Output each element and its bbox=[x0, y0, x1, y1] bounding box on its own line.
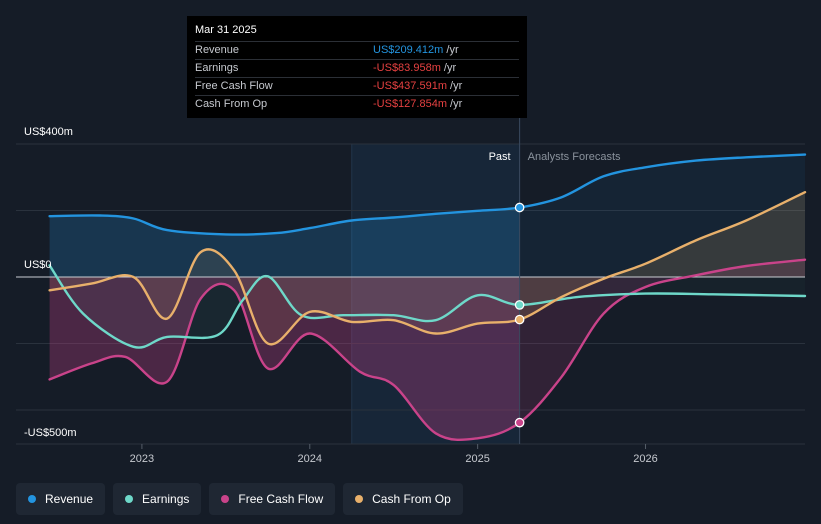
tooltip-value: US$209.412m bbox=[373, 44, 444, 56]
legend-item-free-cash-flow[interactable]: Free Cash Flow bbox=[209, 483, 336, 515]
x-tick-label: 2026 bbox=[633, 453, 657, 465]
legend-item-revenue[interactable]: Revenue bbox=[16, 483, 106, 515]
legend-label: Cash From Op bbox=[372, 492, 451, 506]
cash-from-op-area-forecast bbox=[519, 192, 805, 320]
cash-from-op-highlight-point bbox=[514, 314, 525, 325]
legend-label: Earnings bbox=[142, 492, 190, 506]
tooltip-label: Cash From Op bbox=[195, 98, 268, 110]
legend-dot-icon bbox=[28, 495, 36, 503]
legend-dot-icon bbox=[221, 495, 230, 503]
free-cash-flow-line bbox=[48, 258, 807, 441]
y-axis-label: US$400m bbox=[24, 126, 73, 138]
revenue-area-forecast bbox=[519, 154, 805, 277]
tooltip-value: -US$437.591m bbox=[373, 80, 447, 92]
earnings-highlight-point bbox=[514, 300, 525, 310]
legend-label: Free Cash Flow bbox=[238, 492, 324, 506]
tooltip-label: Earnings bbox=[195, 62, 239, 74]
tooltip-label: Revenue bbox=[195, 44, 240, 56]
x-tick-label: 2024 bbox=[298, 453, 322, 465]
y-axis-label: US$0 bbox=[24, 259, 52, 271]
x-tick-label: 2025 bbox=[465, 453, 489, 465]
tooltip-value: -US$127.854m bbox=[373, 98, 447, 110]
past-label: Past bbox=[489, 151, 511, 163]
tooltip-label: Free Cash Flow bbox=[195, 80, 273, 92]
legend-dot-icon bbox=[355, 495, 364, 503]
tooltip-date: Mar 31 2025 bbox=[195, 24, 257, 36]
revenue-highlight-point bbox=[514, 202, 525, 213]
tooltip-row-earnings: Earnings -US$83.958m /yr bbox=[195, 59, 519, 77]
legend-dot-icon bbox=[125, 495, 134, 503]
legend: Revenue Earnings Free Cash Flow Cash Fro… bbox=[16, 483, 463, 515]
past-region bbox=[351, 144, 520, 444]
cash-from-op-line bbox=[48, 191, 807, 346]
y-axis-label: -US$500m bbox=[24, 427, 77, 439]
tooltip-unit: /yr bbox=[443, 44, 459, 56]
tooltip-unit: /yr bbox=[447, 98, 463, 110]
x-tick-label: 2023 bbox=[130, 453, 154, 465]
tooltip-row-cash-from-op: Cash From Op -US$127.854m /yr bbox=[195, 95, 519, 113]
legend-item-earnings[interactable]: Earnings bbox=[113, 483, 202, 515]
revenue-area-past bbox=[49, 207, 520, 277]
tooltip-row-free-cash-flow: Free Cash Flow -US$437.591m /yr bbox=[195, 77, 519, 95]
tooltip-row-revenue: Revenue US$209.412m /yr bbox=[195, 41, 519, 59]
legend-label: Revenue bbox=[45, 492, 94, 506]
forecast-label: Analysts Forecasts bbox=[528, 151, 621, 163]
tooltip-value: -US$83.958m bbox=[373, 62, 441, 74]
free-cash-flow-highlight-point bbox=[514, 417, 525, 428]
tooltip-unit: /yr bbox=[440, 62, 457, 74]
revenue-line bbox=[48, 153, 807, 236]
free-cash-flow-area-forecast bbox=[519, 259, 805, 423]
earnings-line bbox=[48, 264, 807, 349]
earnings-area-past bbox=[49, 265, 520, 348]
tooltip-unit: /yr bbox=[447, 80, 463, 92]
tooltip: Mar 31 2025 Revenue US$209.412m /yr Earn… bbox=[187, 16, 527, 118]
legend-item-cash-from-op[interactable]: Cash From Op bbox=[343, 483, 463, 515]
